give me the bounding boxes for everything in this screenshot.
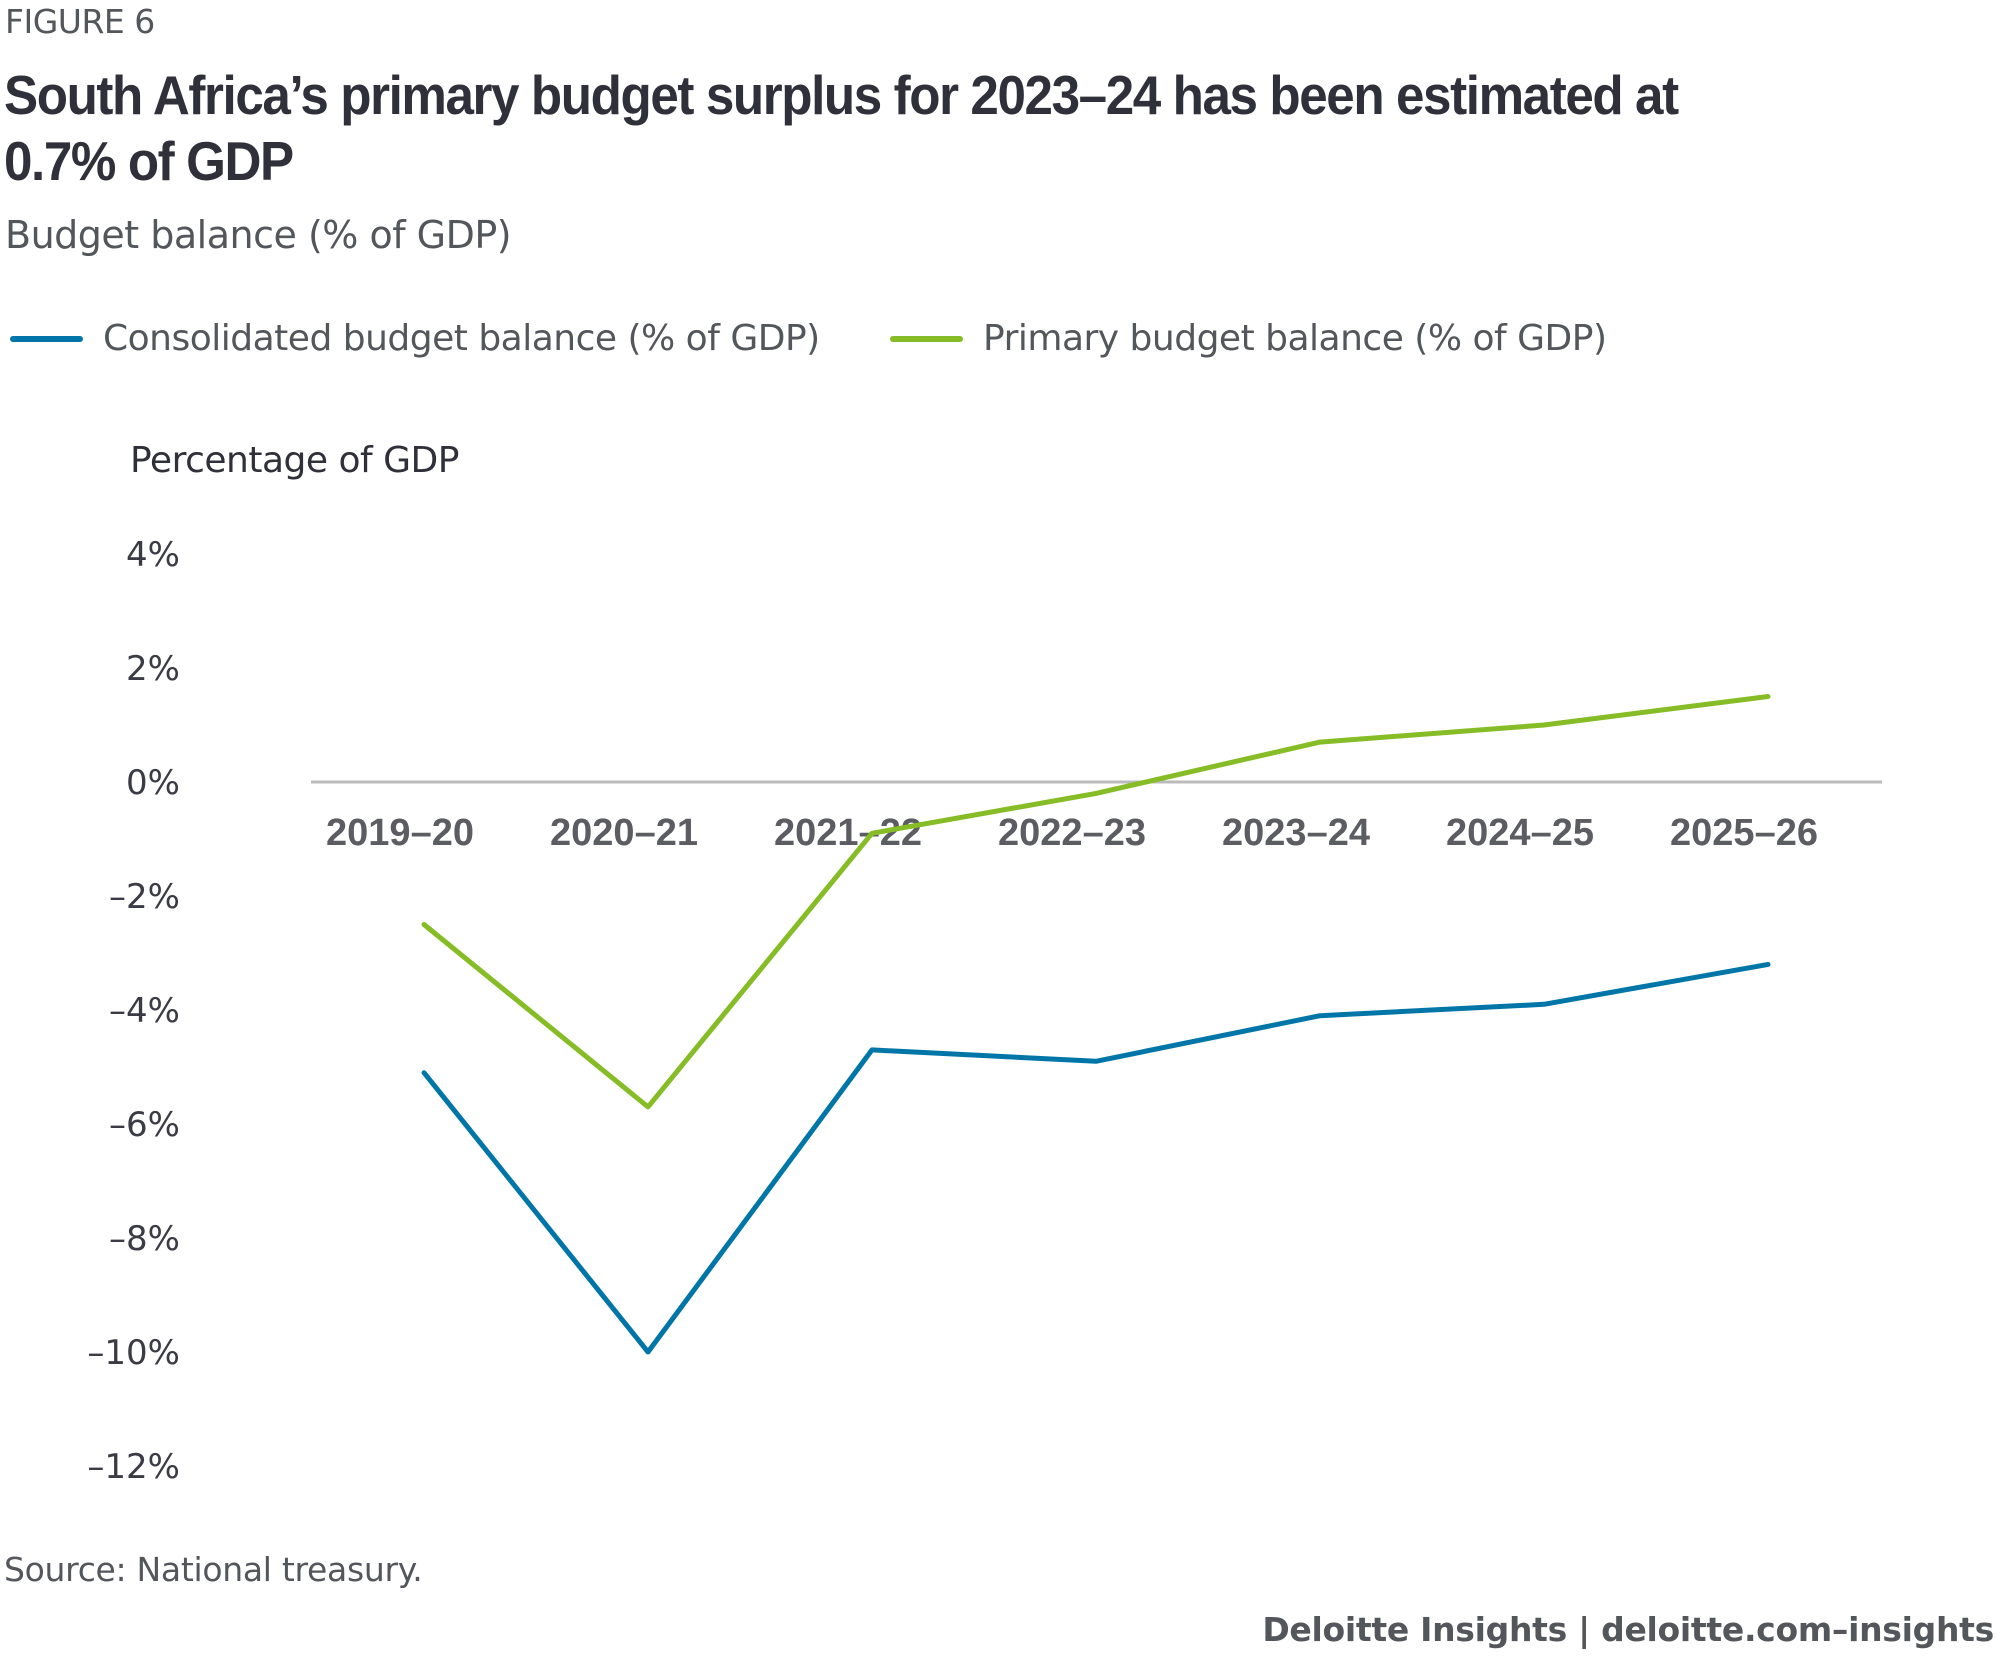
- y-tick-label: –10%: [87, 1333, 180, 1373]
- chart-subtitle: Budget balance (% of GDP): [5, 213, 512, 257]
- y-tick-label: –2%: [109, 877, 180, 917]
- y-tick-label: –4%: [109, 991, 180, 1031]
- series-lines: [421, 694, 1771, 1355]
- x-axis-ticks: 2019–20 2020–21 2021–22 2022–23 2023–24 2024–…: [326, 812, 1818, 854]
- legend-item-consolidated: Consolidated budget balance (% of GDP): [10, 318, 820, 359]
- y-axis-ticks: 4% 2% 0% –2% –4% –6% –8% –10% –12%: [87, 535, 180, 1487]
- x-tick-label: 2021–22: [774, 812, 922, 854]
- y-tick-label: –8%: [109, 1219, 180, 1259]
- y-tick-label: 2%: [126, 649, 180, 689]
- y-tick-label: 0%: [126, 763, 180, 803]
- figure-label: FIGURE 6: [5, 2, 155, 41]
- legend-label-primary: Primary budget balance (% of GDP): [983, 318, 1607, 359]
- legend-label-consolidated: Consolidated budget balance (% of GDP): [103, 318, 820, 359]
- y-tick-label: 4%: [126, 535, 180, 575]
- y-tick-label: –6%: [109, 1105, 180, 1145]
- legend-swatch-primary: [890, 335, 963, 342]
- x-tick-label: 2019–20: [326, 812, 474, 854]
- legend-swatch-consolidated: [10, 335, 83, 342]
- chart-title: South Africa’s primary budget surplus fo…: [4, 64, 1679, 192]
- y-axis-title: Percentage of GDP: [130, 440, 459, 481]
- y-tick-label: –12%: [87, 1447, 180, 1487]
- source-note: Source: National treasury.: [4, 1550, 423, 1589]
- series-line-consolidated: [421, 961, 1771, 1355]
- legend-item-primary: Primary budget balance (% of GDP): [890, 318, 1607, 359]
- x-tick-label: 2025–26: [1670, 812, 1818, 854]
- x-tick-label: 2022–23: [998, 812, 1146, 854]
- x-tick-label: 2024–25: [1446, 812, 1594, 854]
- x-tick-label: 2020–21: [550, 812, 698, 854]
- x-tick-label: 2023–24: [1222, 812, 1370, 854]
- series-line-primary: [421, 694, 1771, 1110]
- footer-credit: Deloitte Insights | deloitte.com–insight…: [1262, 1610, 1994, 1649]
